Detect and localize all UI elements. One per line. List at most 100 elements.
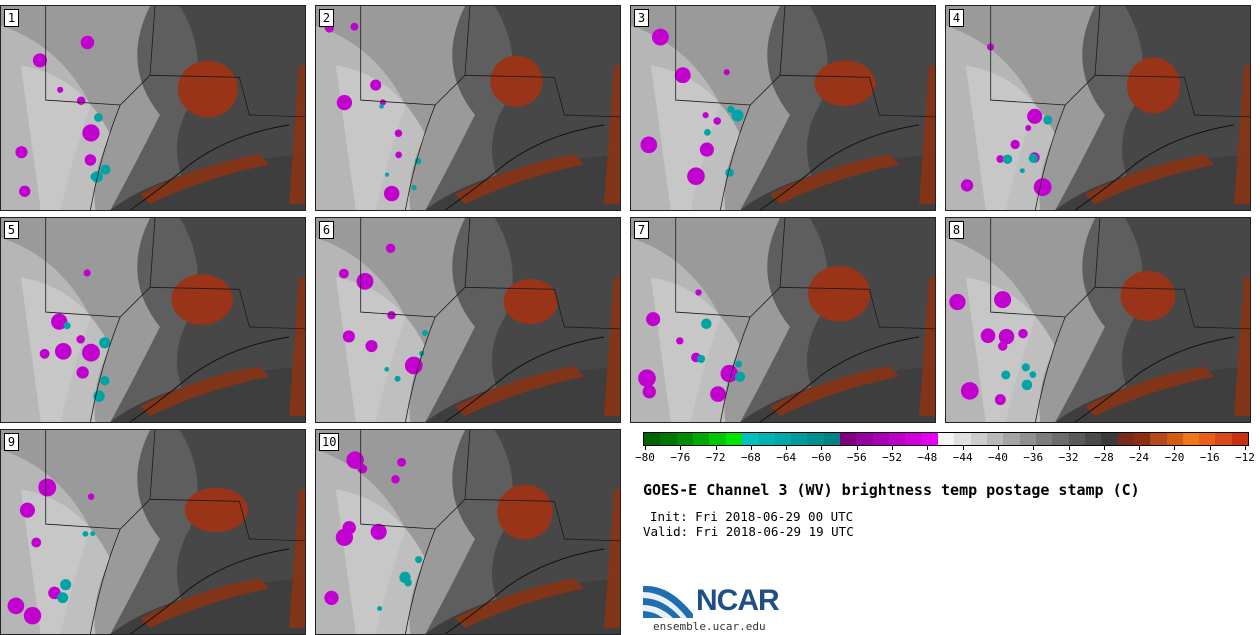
- colorbar-tick-label: −60: [811, 451, 832, 464]
- panel-number: 8: [949, 221, 964, 239]
- colorbar-tick: [715, 446, 717, 450]
- ncar-wordmark: NCAR: [696, 584, 780, 617]
- colorbar-tick: [1068, 446, 1070, 450]
- colorbar-tick-label: −44: [952, 451, 973, 464]
- colorbar-tick: [927, 446, 929, 450]
- colorbar-tick: [786, 446, 788, 450]
- colorbar-tick: [821, 446, 823, 450]
- colorbar-swatch: [1133, 433, 1151, 445]
- colorbar-swatch: [839, 433, 857, 445]
- colorbar-tick-label: −36: [1023, 451, 1044, 464]
- colorbar-swatch: [921, 433, 938, 445]
- colorbar: −80 −76 −72 −68 −64 −60 −56 −52 −48 −44 −40 −36 −32 −…: [635, 432, 1255, 466]
- colorbar-swatch: [741, 433, 759, 445]
- colorbar-swatch: [970, 433, 987, 445]
- colorbar-swatch: [1084, 433, 1102, 445]
- colorbar-tick-label: −76: [670, 451, 691, 464]
- colorbar-swatch: [1101, 433, 1118, 445]
- colorbar-swatch: [1019, 433, 1036, 445]
- colorbar-tick-label: −52: [882, 451, 902, 464]
- colorbar-tick: [1103, 446, 1105, 450]
- postage-stamp-panel-2: 2: [315, 5, 621, 211]
- site-url: ensemble.ucar.edu: [653, 620, 766, 633]
- colorbar-swatch: [1166, 433, 1183, 445]
- colorbar-tick-label: −24: [1129, 451, 1150, 464]
- colorbar-tick: [1033, 446, 1035, 450]
- colorbar-swatch: [986, 433, 1004, 445]
- colorbar-swatch: [954, 433, 971, 445]
- init-time: Init: Fri 2018-06-29 00 UTC: [650, 509, 854, 524]
- postage-stamp-panel-4: 4: [945, 5, 1251, 211]
- colorbar-swatch: [1003, 433, 1020, 445]
- colorbar-tick-label: −48: [917, 451, 938, 464]
- postage-stamp-panel-3: 3: [630, 5, 936, 211]
- colorbar-tick-label: −56: [846, 451, 867, 464]
- colorbar-swatch: [856, 433, 873, 445]
- colorbar-swatch: [1052, 433, 1069, 445]
- colorbar-tick: [962, 446, 964, 450]
- figure-title: GOES-E Channel 3 (WV) brightness temp po…: [643, 481, 1140, 499]
- colorbar-swatch: [888, 433, 906, 445]
- colorbar-swatch: [823, 433, 840, 445]
- colorbar-tick: [1245, 446, 1246, 450]
- postage-stamp-panel-5: 5: [0, 217, 306, 423]
- colorbar-swatch: [660, 433, 677, 445]
- colorbar-swatches: [643, 432, 1249, 446]
- panel-number: 10: [319, 433, 340, 451]
- colorbar-tick: [892, 446, 894, 450]
- postage-stamp-panel-7: 7: [630, 217, 936, 423]
- colorbar-swatch: [709, 433, 726, 445]
- colorbar-swatch: [758, 433, 775, 445]
- colorbar-tick-label: −72: [705, 451, 726, 464]
- postage-stamp-panel-1: 1: [0, 5, 306, 211]
- colorbar-swatch: [1231, 433, 1249, 445]
- panel-number: 1: [4, 9, 19, 27]
- panel-number: 2: [319, 9, 334, 27]
- postage-stamp-panel-10: 10: [315, 429, 621, 635]
- colorbar-swatch: [807, 433, 824, 445]
- colorbar-tick-label: −16: [1199, 451, 1220, 464]
- panel-number: 9: [4, 433, 19, 451]
- colorbar-swatch: [872, 433, 889, 445]
- colorbar-swatch: [774, 433, 791, 445]
- colorbar-swatch: [1150, 433, 1167, 445]
- colorbar-tick: [1174, 446, 1176, 450]
- colorbar-swatch: [905, 433, 922, 445]
- colorbar-tick-label: −12: [1235, 451, 1255, 464]
- panel-number: 3: [634, 9, 649, 27]
- colorbar-swatch: [1068, 433, 1085, 445]
- colorbar-swatch: [790, 433, 808, 445]
- ncar-logo: NCAR: [643, 578, 793, 620]
- colorbar-tick-label: −20: [1164, 451, 1185, 464]
- ncar-swoosh-icon: [643, 585, 693, 618]
- colorbar-swatch: [725, 433, 742, 445]
- colorbar-tick: [997, 446, 999, 450]
- panel-number: 4: [949, 9, 964, 27]
- colorbar-ticks: −80 −76 −72 −68 −64 −60 −56 −52 −48 −44 −40 −36 −32 −…: [635, 446, 1255, 466]
- colorbar-swatch: [644, 433, 661, 445]
- colorbar-tick-label: −80: [635, 451, 655, 464]
- colorbar-tick: [856, 446, 858, 450]
- colorbar-tick-label: −68: [740, 451, 761, 464]
- panel-number: 6: [319, 221, 334, 239]
- panel-number: 7: [634, 221, 649, 239]
- colorbar-tick: [645, 446, 646, 450]
- colorbar-tick: [680, 446, 682, 450]
- valid-time: Valid: Fri 2018-06-29 19 UTC: [643, 524, 854, 539]
- postage-stamp-panel-9: 9: [0, 429, 306, 635]
- colorbar-swatch: [937, 433, 955, 445]
- colorbar-tick: [1209, 446, 1211, 450]
- colorbar-tick: [1139, 446, 1141, 450]
- colorbar-swatch: [1035, 433, 1053, 445]
- postage-stamp-panel-6: 6: [315, 217, 621, 423]
- colorbar-tick-label: −40: [988, 451, 1008, 464]
- panel-number: 5: [4, 221, 19, 239]
- colorbar-tick: [750, 446, 752, 450]
- colorbar-swatch: [1117, 433, 1134, 445]
- colorbar-tick-label: −32: [1058, 451, 1079, 464]
- colorbar-swatch: [692, 433, 710, 445]
- colorbar-tick-label: −64: [776, 451, 797, 464]
- postage-stamp-panel-8: 8: [945, 217, 1251, 423]
- colorbar-swatch: [1199, 433, 1216, 445]
- colorbar-tick-label: −28: [1093, 451, 1114, 464]
